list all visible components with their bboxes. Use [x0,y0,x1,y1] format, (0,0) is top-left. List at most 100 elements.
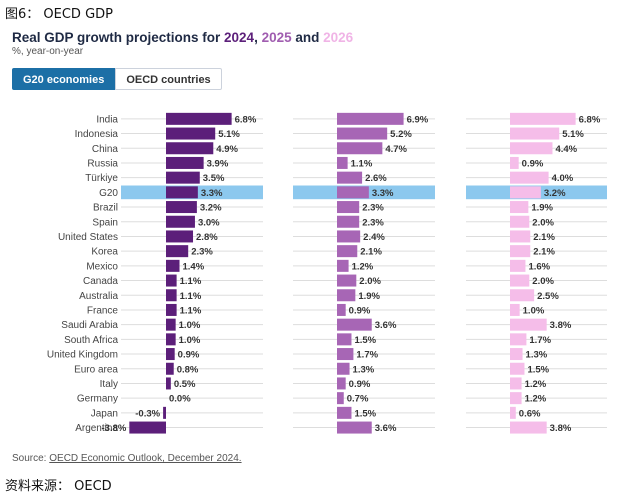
data-label: 1.5% [354,335,376,346]
data-label: 0.6% [519,408,541,419]
data-label: 2.3% [191,247,213,258]
bar [166,289,177,302]
category-label: Russia [87,158,118,169]
source-label: Source: [12,453,50,464]
data-label: 2.5% [537,291,559,302]
bar [166,245,189,258]
category-label: Italy [100,379,118,390]
category-label: Saudi Arabia [61,320,118,331]
source-note: Source: OECD Economic Outlook, December … [12,453,242,464]
category-label: South Africa [64,335,118,346]
data-label: 0.9% [349,305,371,316]
data-label: 1.0% [523,305,545,316]
data-label: 1.7% [356,350,378,361]
data-label: 3.2% [544,188,566,199]
data-label: 1.0% [179,320,201,331]
data-label: 3.5% [203,173,225,184]
bar [166,348,175,361]
bar [510,289,535,302]
bar [337,112,404,125]
bar [166,318,176,331]
data-label: 1.3% [353,364,375,375]
bar [166,333,176,346]
bar [166,171,200,184]
data-source-caption: 资料来源： OECD [5,479,112,494]
data-label: 1.1% [351,158,373,169]
data-label: 6.9% [407,114,429,125]
category-label: Canada [83,276,118,287]
source-link[interactable]: OECD Economic Outlook, December 2024. [49,453,242,464]
category-label: Germany [77,394,118,405]
bar [510,112,576,125]
bar [337,406,352,419]
bar [166,362,174,375]
data-label: 1.5% [527,364,549,375]
data-label: 1.5% [354,408,376,419]
tab-oecd-countries[interactable]: OECD countries [115,68,222,90]
bar [166,274,177,287]
data-label: 4.4% [555,144,577,155]
data-label: 1.9% [358,291,380,302]
data-label: 6.8% [579,114,601,125]
bar [510,230,531,243]
data-label: 2.4% [363,232,385,243]
economy-tabs: G20 economies OECD countries [12,68,222,90]
data-label: 1.0% [179,335,201,346]
data-label: 5.1% [218,129,240,140]
title-year-2024: 2024 [224,30,255,45]
bar [337,127,388,140]
bar [510,274,530,287]
tab-g20-economies[interactable]: G20 economies [12,68,116,90]
bar [510,156,519,169]
data-label: 1.2% [525,394,547,405]
data-label: 2.6% [365,173,387,184]
category-label: India [96,114,118,125]
bar [510,406,516,419]
bar [166,259,180,272]
bar [166,156,204,169]
bar [337,230,361,243]
bar [166,230,194,243]
category-label: Brazil [93,203,118,214]
bar [337,318,372,331]
bar [337,333,352,346]
bar [337,303,346,316]
category-label: France [87,305,119,316]
data-label: 3.8% [550,423,572,434]
bar [510,127,560,140]
category-label: G20 [99,188,118,199]
bar [510,303,520,316]
data-label: 3.9% [207,158,229,169]
data-label: 2.0% [359,276,381,287]
data-label: 0.5% [174,379,196,390]
data-label: 1.1% [180,276,202,287]
bar [163,406,166,419]
data-label: 4.7% [385,144,407,155]
bar [510,362,525,375]
data-label: -0.3% [135,408,160,419]
data-label: 3.8% [550,320,572,331]
data-label: 3.6% [375,320,397,331]
bar [337,348,354,361]
data-label: 5.2% [390,129,412,140]
data-label: 1.2% [352,261,374,272]
data-label: 3.3% [201,188,223,199]
data-label: 1.6% [528,261,550,272]
bar [166,303,177,316]
figure-caption: 图6： OECD GDP [5,7,113,22]
category-label: Euro area [74,364,118,375]
bar [337,171,363,184]
data-label: 0.7% [347,394,369,405]
title-part: Real GDP growth projections for [12,30,225,45]
data-label: 4.9% [216,144,238,155]
bar [166,201,197,214]
category-label: United Kingdom [47,350,118,361]
bar [337,421,372,434]
bar [510,142,553,155]
data-label: 3.6% [375,423,397,434]
bar [337,274,357,287]
bar [337,201,360,214]
data-label: 1.7% [529,335,551,346]
bar [510,348,523,361]
bar [510,377,522,390]
